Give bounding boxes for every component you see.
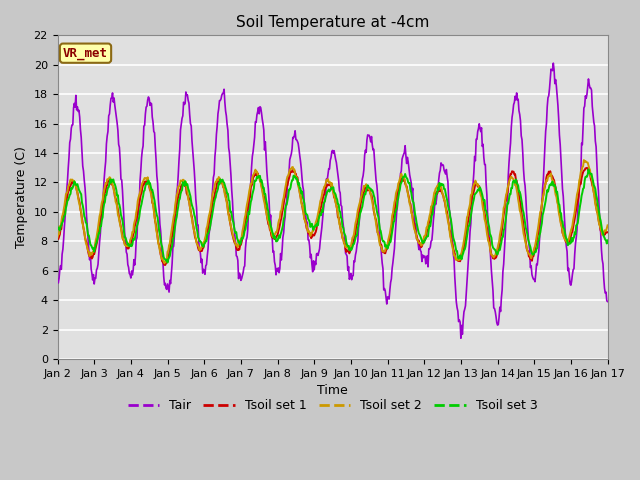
Text: VR_met: VR_met <box>63 47 108 60</box>
Title: Soil Temperature at -4cm: Soil Temperature at -4cm <box>236 15 429 30</box>
Y-axis label: Temperature (C): Temperature (C) <box>15 146 28 248</box>
X-axis label: Time: Time <box>317 384 348 397</box>
Legend: Tair, Tsoil set 1, Tsoil set 2, Tsoil set 3: Tair, Tsoil set 1, Tsoil set 2, Tsoil se… <box>123 395 543 418</box>
